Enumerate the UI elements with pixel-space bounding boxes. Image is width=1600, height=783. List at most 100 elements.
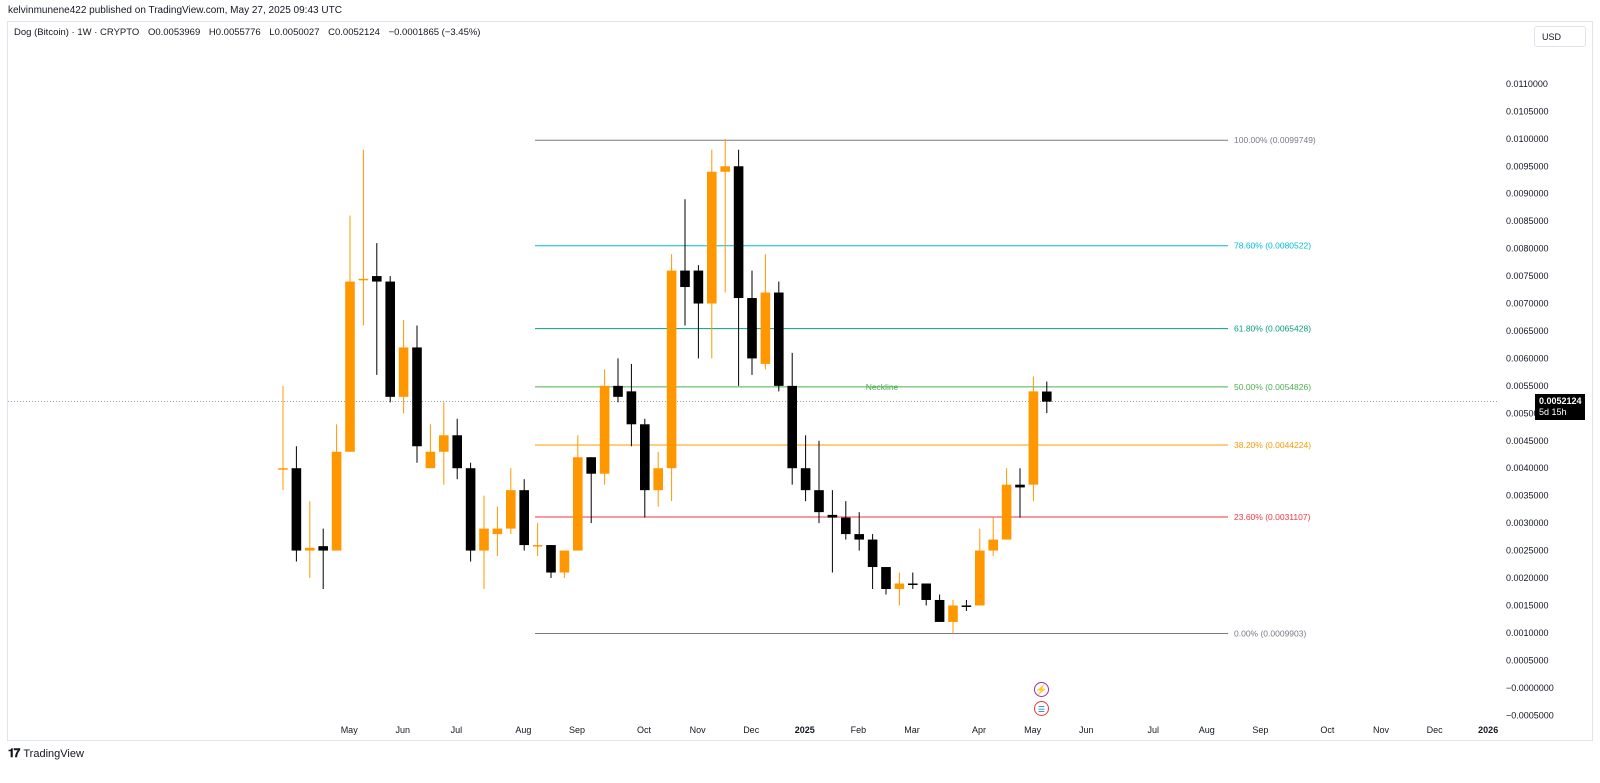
candle (867, 534, 878, 589)
time-tick-label: Dec (1427, 725, 1444, 735)
candle (532, 523, 543, 557)
candle (613, 358, 623, 403)
candle-body (908, 583, 918, 585)
time-tick-label: Aug (1199, 725, 1215, 735)
fib-level-label: 61.80% (0.0065428) (1234, 324, 1311, 334)
price-tick-label: 0.0010000 (1506, 628, 1549, 638)
candle (733, 149, 744, 386)
tradingview-logo-icon: 𝟏𝟕 (8, 746, 20, 760)
candle (439, 402, 449, 485)
neckline-label: Neckline (866, 382, 899, 392)
price-tick-label: 0.0055000 (1506, 381, 1549, 391)
candle (894, 572, 905, 606)
candle-body (519, 490, 529, 546)
candle-body (693, 270, 704, 304)
candle (385, 276, 395, 403)
time-tick-label: Aug (515, 725, 531, 735)
candle (519, 479, 529, 551)
candle-body (640, 424, 650, 491)
candle-body (988, 539, 998, 551)
candle (358, 149, 369, 326)
time-tick-label: Jun (1079, 725, 1094, 735)
candle (412, 325, 422, 463)
candle (425, 424, 436, 469)
price-tick-label: 0.0005000 (1506, 655, 1549, 665)
ohlc-open: O0.0053969 (147, 27, 201, 38)
candle (278, 385, 288, 491)
candle-body (680, 270, 690, 288)
time-tick-label: Sep (1252, 725, 1268, 735)
candle-body (318, 546, 328, 551)
chart-pane[interactable] (7, 21, 1593, 741)
time-tick-label: Mar (904, 725, 920, 735)
candle (506, 468, 516, 535)
candle-body (532, 545, 543, 547)
candle (854, 512, 864, 551)
price-tick-label: 0.0065000 (1506, 326, 1549, 336)
candle (1015, 468, 1025, 518)
price-axis: −0.0005000 −0.0000000 0.0005000 0.0010000 0.… (1506, 79, 1554, 720)
candle (881, 567, 891, 595)
fib-level-label: 38.20% (0.0044224) (1234, 440, 1311, 450)
candle-body (559, 550, 570, 573)
price-tick-label: 0.0060000 (1506, 353, 1549, 363)
price-tick-label: 0.0110000 (1506, 79, 1548, 89)
candle-body (733, 166, 744, 299)
price-tick-label: 0.0020000 (1506, 573, 1549, 583)
publisher-line: kelvinmunene422 published on TradingView… (8, 5, 342, 16)
candle (814, 440, 824, 524)
candle (345, 215, 355, 452)
candle (653, 451, 663, 507)
candle-body (1015, 484, 1025, 488)
time-tick-label: Oct (1320, 725, 1335, 735)
candle-body (841, 517, 851, 535)
candle-body (894, 583, 905, 589)
tradingview-footer[interactable]: 𝟏𝟕 TradingView (8, 746, 84, 761)
candle (318, 528, 328, 589)
candle (331, 424, 342, 551)
candle-body (492, 528, 503, 535)
price-tick-label: −0.0005000 (1506, 710, 1554, 720)
candle (827, 490, 838, 573)
price-tick-label: 0.0090000 (1506, 189, 1549, 199)
time-tick-label: Apr (972, 725, 986, 735)
candle (774, 281, 784, 392)
candle-body (774, 292, 784, 386)
candle (760, 254, 771, 370)
candle (398, 319, 409, 414)
candle-body (934, 599, 945, 622)
candle-body (800, 468, 811, 491)
candle-body (854, 534, 864, 540)
fib-level-label: 100.00% (0.0099749) (1234, 135, 1316, 145)
candle-body (599, 385, 610, 474)
candle (908, 572, 918, 589)
candle (747, 270, 757, 375)
candle-body (412, 347, 422, 447)
candle-body (358, 278, 369, 281)
candle-body (975, 550, 985, 606)
candle (961, 599, 972, 611)
candle-body (586, 457, 596, 474)
symbol-name[interactable]: Dog (Bitcoin) · 1W · CRYPTO (14, 27, 140, 38)
candle (479, 495, 489, 589)
candle (291, 446, 302, 562)
time-tick-label: Jul (451, 725, 463, 735)
candle (626, 363, 637, 447)
candle-body (372, 276, 382, 282)
candle-body (626, 391, 637, 425)
ohlc-low: L0.0050027 (269, 27, 320, 38)
candles (278, 138, 1052, 634)
time-tick-label: Feb (851, 725, 867, 735)
us-flag-icon[interactable]: ☰ (1034, 701, 1049, 716)
lightning-icon[interactable]: ⚡ (1034, 682, 1049, 697)
candle-body (613, 385, 623, 397)
candle (787, 352, 797, 485)
bar-countdown: 5d 15h (1539, 407, 1567, 417)
candle-body (291, 468, 302, 551)
time-tick-label: Oct (637, 725, 652, 735)
candle (573, 435, 583, 551)
candle-body (385, 281, 395, 397)
currency-selector[interactable]: USD (1534, 26, 1586, 47)
price-tick-label: 0.0050000 (1506, 408, 1549, 418)
